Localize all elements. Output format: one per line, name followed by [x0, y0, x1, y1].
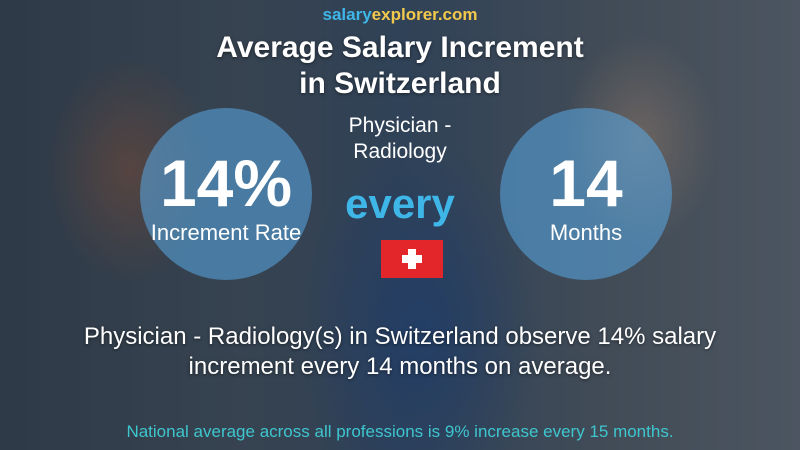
- increment-rate-value: 14%: [159, 146, 293, 220]
- increment-rate-circle: 14% Increment Rate: [140, 108, 312, 280]
- swiss-flag-icon: [381, 240, 443, 278]
- logo[interactable]: salaryexplorer.com: [0, 5, 800, 25]
- job-line-1: Physician -: [348, 114, 452, 137]
- national-average-note: National average across all professions …: [126, 422, 674, 441]
- increment-rate-label: Increment Rate: [150, 220, 302, 245]
- job-title: Physician - Radiology: [0, 113, 800, 165]
- months-value: 14: [549, 146, 623, 220]
- title-line-2: in Switzerland: [299, 67, 501, 100]
- summary-line-2: increment every 14 months on average.: [188, 353, 612, 380]
- title-line-1: Average Salary Increment: [216, 31, 584, 64]
- every-connector: every: [345, 180, 455, 227]
- job-line-2: Radiology: [353, 140, 447, 163]
- months-circle: 14 Months: [500, 108, 672, 280]
- months-label: Months: [549, 220, 623, 245]
- summary-line-1: Physician - Radiology(s) in Switzerland …: [83, 323, 717, 350]
- summary-text: Physician - Radiology(s) in Switzerland …: [0, 322, 800, 382]
- page-title: Average Salary Increment in Switzerland: [0, 30, 800, 102]
- logo-part-salary: salary: [322, 5, 372, 24]
- logo-part-explorer: explorer.com: [371, 5, 478, 24]
